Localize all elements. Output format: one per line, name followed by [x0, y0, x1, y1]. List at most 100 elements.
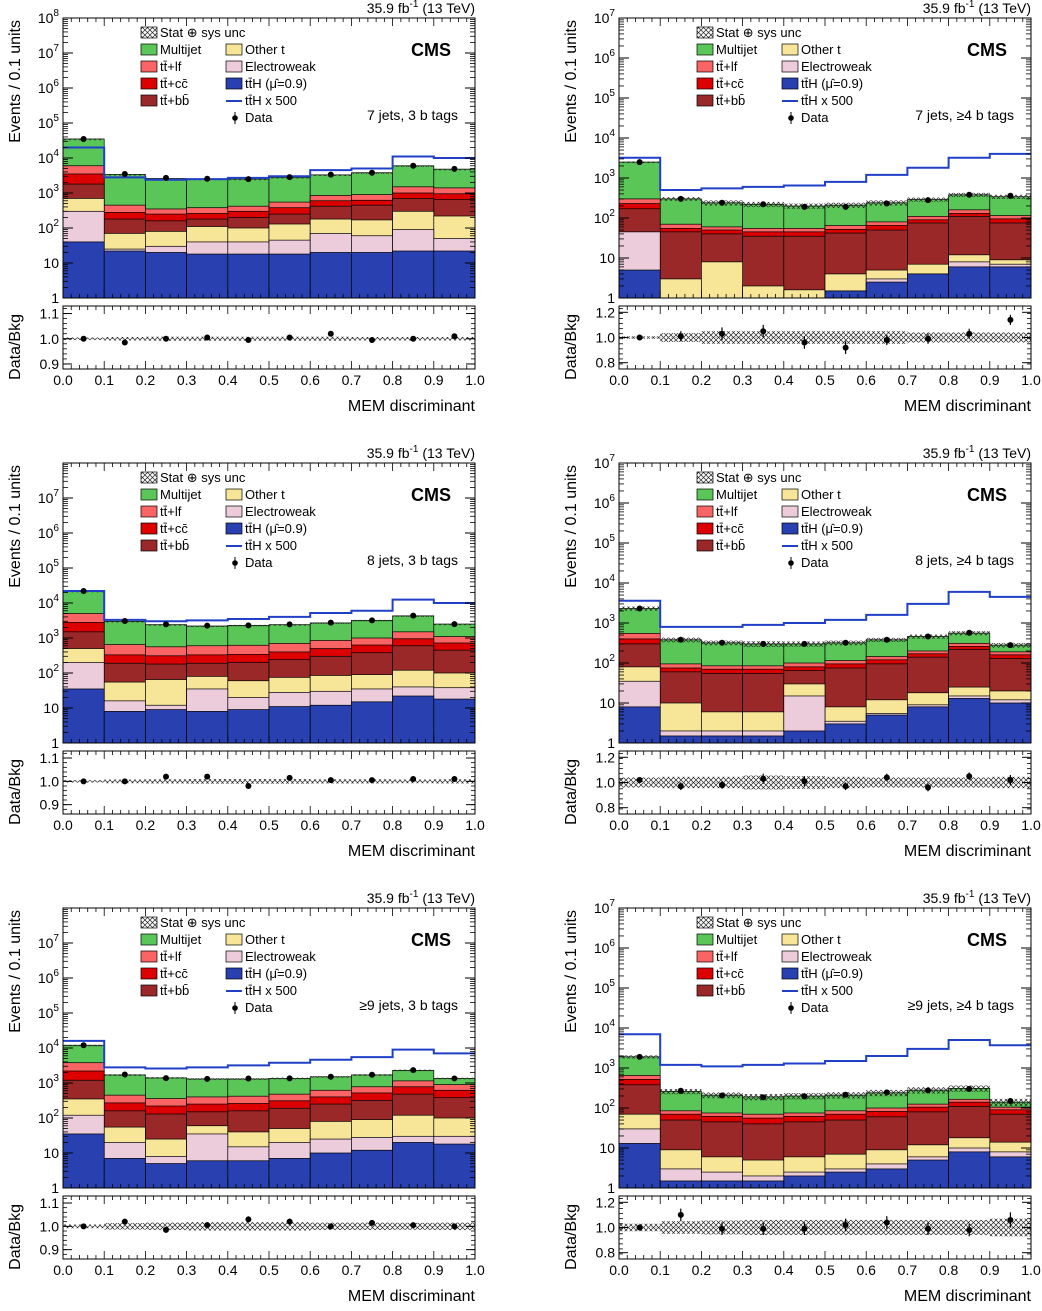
legend-swatch-unc — [696, 916, 714, 929]
legend-label: Electroweak — [245, 59, 316, 74]
x-tick-label: 1.0 — [465, 817, 485, 833]
ratio-panel: 0.8 1.0 1.2 — [596, 1194, 1032, 1261]
stack-bar — [392, 250, 435, 298]
legend-label: tt̄+bb̄ — [716, 983, 745, 998]
legend-label: Multijet — [160, 487, 202, 502]
ratio-panel: 0.9 1.0 1.1 — [40, 1195, 476, 1260]
ratio-point — [966, 773, 973, 780]
legend-label: Stat ⊕ sys unc — [160, 470, 246, 485]
data-point — [163, 621, 169, 628]
ratio-point — [842, 344, 849, 351]
stack-bar — [989, 1156, 1031, 1188]
x-tick-label: 0.2 — [692, 1262, 712, 1278]
ratio-panel: 0.9 1.0 1.1 — [40, 750, 476, 815]
ratio-tick-label: 0.8 — [596, 800, 616, 816]
y-tick-label: 1 — [607, 290, 615, 306]
y-tick-label: 102 — [38, 663, 60, 681]
legend-swatch — [781, 950, 799, 963]
legend-label: tt̄+lf — [716, 59, 738, 74]
x-tick-label: 0.0 — [53, 817, 73, 833]
ratio-unc-band — [866, 777, 908, 788]
ratio-point — [842, 783, 849, 790]
stack-bar — [783, 235, 826, 298]
category-label: 8 jets, 3 b tags — [367, 552, 458, 568]
x-tick-label: 0.8 — [939, 817, 959, 833]
stack-bar — [824, 290, 867, 298]
y-tick-label: 1 — [51, 735, 59, 751]
legend-swatch — [696, 522, 714, 535]
ratio-point — [410, 335, 417, 342]
y-tick-label: 104 — [594, 128, 616, 146]
x-tick-label: 0.4 — [218, 817, 238, 833]
stack-bar — [907, 706, 949, 743]
ratio-point — [286, 334, 293, 341]
stack-bar — [186, 1160, 229, 1188]
x-tick-label: 0.7 — [342, 372, 362, 388]
data-point — [1007, 642, 1014, 649]
ratio-point — [369, 337, 375, 344]
x-tick-label: 0.9 — [424, 1262, 444, 1278]
y-tick-label: 103 — [594, 1058, 616, 1076]
stack-bar — [783, 289, 826, 298]
y-tick-label: 107 — [594, 8, 616, 26]
x-tick-label: 0.8 — [383, 817, 403, 833]
tth500-line — [63, 1039, 475, 1070]
ratio-axis-title: Data/Bkg — [563, 1204, 580, 1270]
legend-label: tt̄+lf — [716, 504, 738, 519]
ratio-tick-label: 1.2 — [596, 1194, 616, 1210]
x-tick-label: 0.0 — [53, 1262, 73, 1278]
stack-bar — [907, 1159, 949, 1188]
ratio-unc-band — [145, 1222, 187, 1231]
legend-label: tt̄+bb̄ — [160, 983, 189, 998]
legend-label: tt̄+bb̄ — [160, 538, 189, 553]
ratio-point — [719, 330, 725, 337]
ratio-point — [677, 783, 684, 790]
ratio-point — [883, 1219, 890, 1226]
x-axis-title: MEM discriminant — [348, 843, 476, 860]
stack-bar — [103, 250, 146, 298]
y-tick-label: 103 — [38, 183, 60, 201]
stack-bar — [824, 723, 867, 743]
legend-label: tt̄H (μ̂=0.9) — [801, 966, 863, 981]
legend-label: tt̄H x 500 — [245, 538, 297, 553]
chart-panel: 1 10 102 103 104 105 106 107 0.8 1.0 1.2 0.0 0.1 0.2 0… — [556, 0, 1042, 437]
y-tick-label: 106 — [594, 48, 616, 66]
ratio-point — [1007, 1216, 1014, 1223]
data-point — [286, 621, 293, 628]
chart-panel: 1 10 102 103 104 105 106 107 0.8 1.0 1.2 0.0 0.1 0.2 0… — [556, 445, 1042, 882]
legend-swatch-unc — [140, 26, 158, 39]
x-tick-label: 0.1 — [650, 1262, 670, 1278]
ratio-point — [451, 1223, 458, 1230]
stack-bar — [309, 252, 352, 298]
data-point — [719, 1092, 725, 1099]
tth500-line — [619, 1033, 1031, 1068]
ratio-point — [163, 335, 169, 342]
x-tick-label: 0.7 — [342, 1262, 362, 1278]
ratio-unc-band — [989, 332, 1031, 343]
ratio-band-group — [619, 772, 1031, 792]
ratio-point — [636, 1224, 643, 1231]
legend-swatch — [781, 933, 799, 946]
data-point — [121, 170, 128, 177]
legend-label: tt̄+cc̄ — [716, 76, 744, 91]
x-tick-label: 0.8 — [939, 1262, 959, 1278]
x-tick-label: 0.8 — [939, 372, 959, 388]
ratio-tick-label: 1.0 — [40, 331, 60, 347]
data-point — [966, 629, 973, 636]
x-tick-label: 1.0 — [465, 1262, 485, 1278]
ratio-band-group — [619, 1208, 1031, 1237]
tth500-line — [619, 590, 1031, 628]
y-tick-label: 108 — [38, 8, 60, 26]
legend-swatch — [140, 94, 158, 107]
ratio-tick-label: 0.9 — [40, 356, 60, 372]
ratio-tick-label: 1.0 — [596, 330, 616, 346]
ratio-point — [327, 330, 334, 337]
data-point — [245, 622, 252, 629]
y-tick-label: 102 — [594, 653, 616, 671]
y-tick-label: 10 — [43, 255, 59, 271]
x-tick-label: 0.4 — [774, 1262, 794, 1278]
legend-label: Multijet — [716, 932, 758, 947]
legend-label: Electroweak — [245, 949, 316, 964]
